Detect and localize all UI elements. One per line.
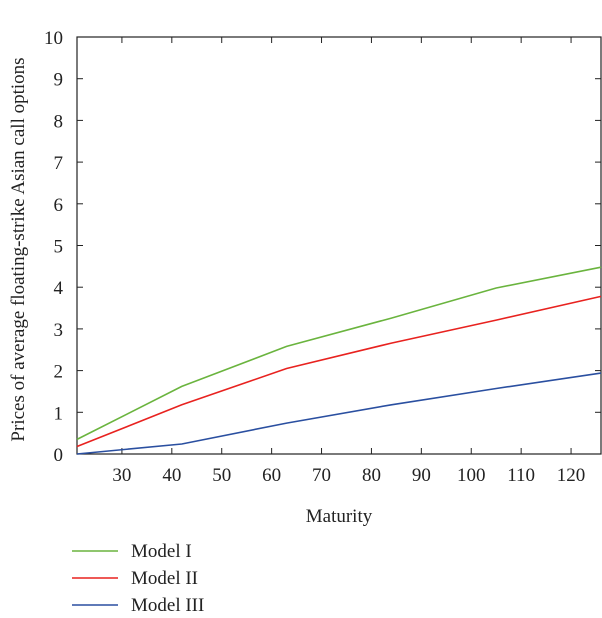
x-tick-label: 30 xyxy=(112,465,131,486)
y-tick-label: 6 xyxy=(54,195,64,216)
plot-frame xyxy=(76,36,602,455)
y-tick-label: 4 xyxy=(54,278,64,299)
series-line-model-iii xyxy=(76,372,602,455)
y-tick-label: 9 xyxy=(54,70,64,91)
x-tick-label: 110 xyxy=(507,465,535,486)
x-axis-label: Maturity xyxy=(306,506,373,527)
legend-label: Model I xyxy=(131,541,192,562)
x-axis: 30 40 50 60 70 80 90 100 110 120 xyxy=(112,37,585,486)
y-tick-label: 5 xyxy=(54,237,64,258)
series-lines xyxy=(76,266,602,455)
x-tick-label: 40 xyxy=(162,465,181,486)
series-line-model-i xyxy=(76,266,602,441)
x-tick-label: 50 xyxy=(212,465,231,486)
x-tick-label: 100 xyxy=(457,465,486,486)
series-line-model-ii xyxy=(76,295,602,448)
y-tick-label: 0 xyxy=(54,445,64,466)
x-tick-label: 120 xyxy=(557,465,586,486)
x-tick-label: 60 xyxy=(262,465,281,486)
x-tick-label: 90 xyxy=(412,465,431,486)
legend-label: Model III xyxy=(131,595,204,616)
y-tick-label: 7 xyxy=(54,153,64,174)
x-tick-label: 70 xyxy=(312,465,331,486)
y-tick-label: 10 xyxy=(44,28,63,49)
x-tick-label: 80 xyxy=(362,465,381,486)
y-tick-label: 2 xyxy=(54,362,64,383)
y-tick-label: 3 xyxy=(54,320,64,341)
y-axis: 0 1 2 3 4 5 6 7 8 9 10 xyxy=(44,28,601,466)
y-tick-label: 8 xyxy=(54,111,64,132)
y-axis-label: Prices of average floating-strike Asian … xyxy=(8,57,29,441)
legend-label: Model II xyxy=(131,568,198,589)
legend: Model I Model II Model III xyxy=(72,541,204,616)
y-tick-label: 1 xyxy=(54,403,64,424)
